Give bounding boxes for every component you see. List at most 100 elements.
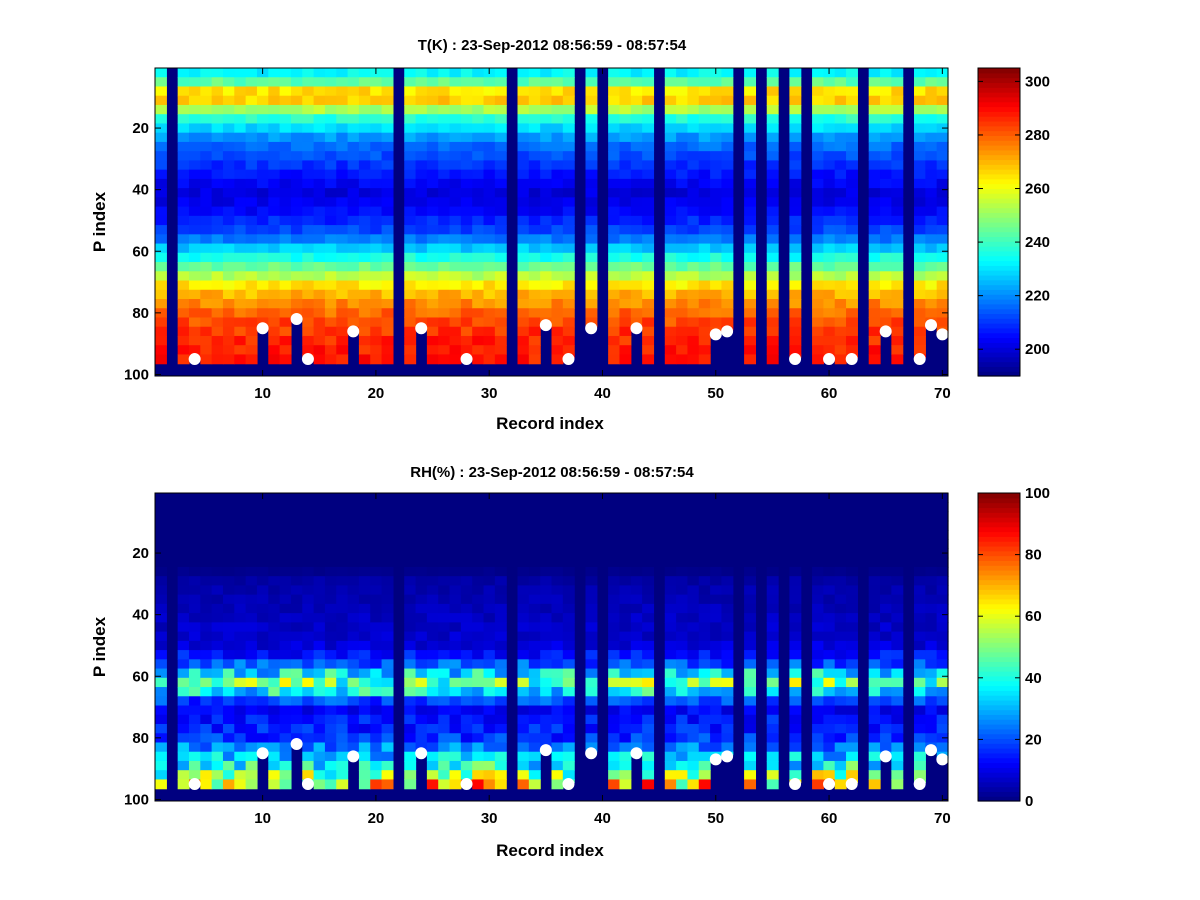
heatmap-cell (766, 197, 779, 208)
x-tick-label: 50 (707, 385, 724, 402)
heatmap-cell (234, 280, 247, 291)
colorbar-swatch (978, 545, 1020, 552)
heatmap-cell (936, 511, 949, 522)
heatmap-cell (925, 493, 938, 503)
heatmap-cell (585, 576, 598, 586)
heatmap-cell (347, 123, 360, 134)
heatmap-cell (834, 243, 847, 254)
heatmap-cell (914, 594, 926, 605)
heatmap-cell (834, 178, 847, 189)
heatmap-cell (200, 659, 213, 670)
heatmap-cell (608, 95, 621, 106)
heatmap-cell (528, 603, 541, 614)
heatmap-cell (256, 566, 269, 577)
heatmap-cell (823, 696, 836, 707)
heatmap-cell (290, 289, 303, 300)
heatmap-cell (868, 77, 881, 88)
heatmap-cell (823, 714, 836, 725)
heatmap-cell (381, 299, 394, 309)
colorbar-swatch (978, 111, 1020, 117)
heatmap-cell (744, 141, 757, 152)
heatmap-cell (438, 197, 451, 208)
heatmap-cell (562, 299, 575, 309)
heatmap-cell (336, 197, 349, 208)
heatmap-cell (415, 539, 428, 550)
heatmap-cell (370, 677, 383, 688)
heatmap-cell (868, 326, 881, 337)
heatmap-cell (642, 262, 655, 272)
heatmap-cell (211, 724, 224, 734)
heatmap-cell (721, 576, 734, 586)
heatmap-cell (336, 520, 349, 531)
heatmap-cell (302, 206, 315, 217)
heatmap-cell (313, 215, 326, 226)
heatmap-cell (766, 151, 779, 161)
heatmap-cell (687, 548, 700, 559)
heatmap-cell (245, 169, 258, 180)
heatmap-cell (585, 243, 598, 254)
heatmap-cell (234, 714, 247, 725)
heatmap-cell (188, 594, 201, 605)
heatmap-cell (744, 640, 757, 651)
heatmap-cell (222, 123, 235, 134)
heatmap-cell (313, 640, 326, 651)
heatmap-cell (279, 86, 292, 97)
heatmap-cell (268, 539, 281, 550)
heatmap-cell (268, 345, 281, 356)
heatmap-cell (914, 215, 926, 226)
heatmap-cell (404, 668, 417, 679)
heatmap-cell (404, 206, 417, 217)
colorbar-swatch (978, 719, 1020, 725)
heatmap-cell (766, 502, 779, 513)
heatmap-cell (540, 299, 553, 309)
heatmap-cell (256, 613, 269, 623)
heatmap-cell (483, 335, 496, 346)
heatmap-cell (188, 86, 201, 97)
surface-marker (709, 753, 722, 766)
heatmap-cell (290, 197, 303, 208)
heatmap-cell (155, 779, 167, 790)
heatmap-cell (426, 594, 439, 605)
colorbar-swatch (978, 791, 1020, 797)
heatmap-cell (245, 252, 258, 263)
heatmap-cell (177, 141, 190, 152)
heatmap-cell (687, 779, 700, 790)
heatmap-cell (302, 576, 315, 586)
heatmap-cell (676, 594, 689, 605)
heatmap-cell (256, 178, 269, 189)
heatmap-cell (222, 724, 235, 734)
record-column (494, 68, 507, 365)
heatmap-cell (336, 640, 349, 651)
heatmap-cell (256, 252, 269, 263)
heatmap-cell (279, 742, 292, 753)
heatmap-cell (313, 650, 326, 660)
heatmap-cell (721, 650, 734, 660)
heatmap-cell (472, 529, 485, 540)
heatmap-cell (302, 215, 315, 226)
heatmap-cell (664, 289, 677, 300)
heatmap-cell (302, 178, 315, 189)
heatmap-cell (846, 529, 858, 540)
heatmap-cell (256, 585, 269, 596)
heatmap-cell (698, 68, 711, 78)
heatmap-cell (585, 724, 598, 734)
heatmap-cell (370, 252, 383, 263)
heatmap-cell (404, 603, 417, 614)
heatmap-cell (880, 86, 892, 97)
heatmap-cell (528, 262, 541, 272)
heatmap-cell (177, 123, 190, 134)
heatmap-cell (222, 742, 235, 753)
heatmap-cell (676, 687, 689, 697)
heatmap-cell (698, 585, 711, 596)
heatmap-cell (676, 123, 689, 134)
heatmap-cell (925, 86, 938, 97)
heatmap-cell (347, 317, 360, 328)
heatmap-cell (880, 114, 892, 125)
heatmap-cell (562, 687, 575, 697)
heatmap-cell (426, 566, 439, 577)
heatmap-cell (812, 603, 824, 614)
heatmap-cell (370, 520, 383, 531)
record-column (347, 493, 360, 756)
surface-marker (301, 353, 314, 366)
